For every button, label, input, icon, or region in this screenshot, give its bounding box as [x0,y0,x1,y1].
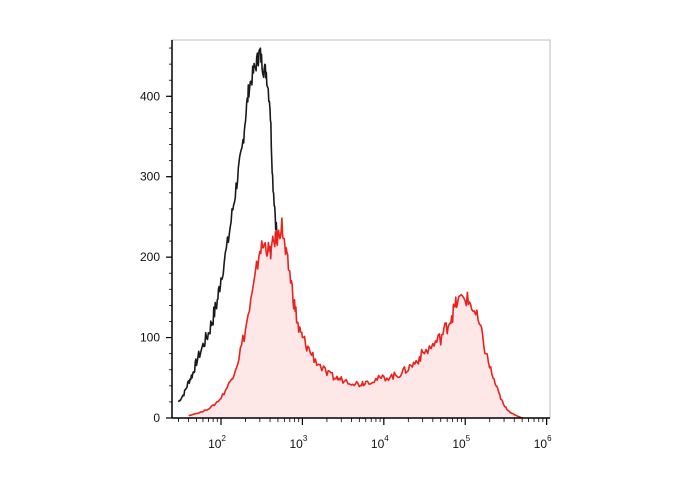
y-tick-label-3: 300 [140,170,160,184]
y-tick-label-2: 200 [140,250,160,264]
axes-layer: 0 100 200 300 400 102 103 104 105 106 [140,40,552,451]
x-tick-label-2: 104 [371,434,389,451]
y-tick-label-4: 400 [140,89,160,103]
series-1-line [188,217,523,419]
y-tick-label-0: 0 [153,411,160,425]
x-tick-label-3: 105 [452,434,470,451]
x-tick-label-0: 102 [208,434,226,451]
plot-frame [171,39,551,419]
plot-area [171,39,551,419]
x-tick-label-1: 103 [290,434,308,451]
y-tick-label-1: 100 [140,331,160,345]
x-tick-label-4: 106 [534,434,552,451]
series-1-fill [188,218,523,418]
series-layer [177,47,523,419]
